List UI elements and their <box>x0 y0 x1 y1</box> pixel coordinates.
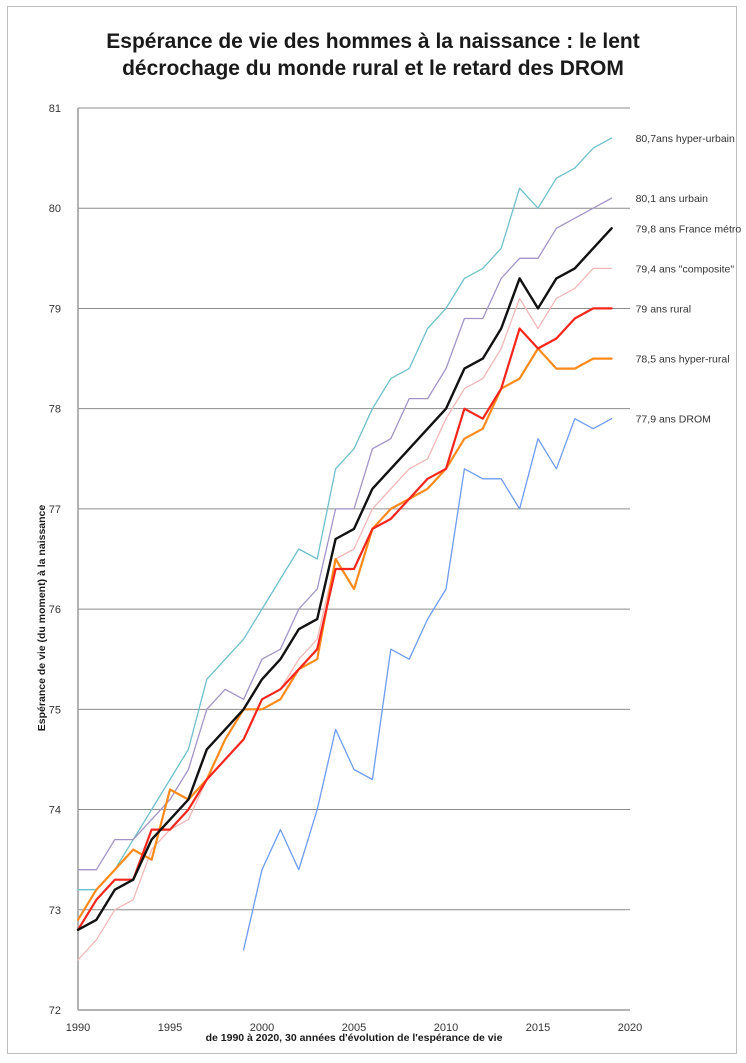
x-tick-2005: 2005 <box>342 1022 366 1034</box>
series-line-hyper-rural <box>76 347 613 921</box>
series-line-hyper-urbain <box>77 137 613 891</box>
chart-title-line-2: décrochage du monde rural et le retard d… <box>122 57 624 80</box>
x-tick-2015: 2015 <box>526 1022 550 1034</box>
y-tick-labels: 72 73 74 75 76 77 78 79 80 81 <box>49 103 61 1017</box>
y-tick-79: 79 <box>49 303 61 315</box>
series-label-france-m-tro: 79,8 ans France métro <box>636 223 742 235</box>
x-tick-2000: 2000 <box>250 1022 274 1034</box>
series-line-composite <box>77 267 613 961</box>
x-tick-1990: 1990 <box>66 1022 90 1034</box>
series-line-drom <box>242 418 613 951</box>
series-label-rural: 79 ans rural <box>636 303 691 315</box>
y-tick-80: 80 <box>49 203 61 215</box>
y-tick-75: 75 <box>49 704 61 716</box>
x-axis-title: de 1990 à 2020, 30 années d'évolution de… <box>206 1032 503 1044</box>
series-label-composite: 79,4 ans "composite" <box>636 263 735 275</box>
series-label-hyper-rural: 78,5 ans hyper-rural <box>636 354 730 366</box>
chart-title-line-1: Espérance de vie des hommes à la naissan… <box>106 30 640 53</box>
x-tick-2010: 2010 <box>434 1022 458 1034</box>
y-tick-74: 74 <box>49 805 61 817</box>
x-tick-labels: 1990 1995 2000 2005 2010 2015 2020 <box>66 1022 642 1034</box>
y-tick-81: 81 <box>49 103 61 115</box>
series-label-hyper-urbain: 80,7ans hyper-urbain <box>636 133 735 145</box>
y-tick-78: 78 <box>49 404 61 416</box>
chart-title: Espérance de vie des hommes à la naissan… <box>0 28 746 82</box>
gridlines <box>78 107 630 911</box>
y-tick-76: 76 <box>49 604 61 616</box>
y-tick-72: 72 <box>49 1005 61 1017</box>
series-line-france-m-tro <box>76 227 613 931</box>
series-label-drom: 77,9 ans DROM <box>636 414 711 426</box>
series-lines <box>76 137 613 961</box>
series-labels: 80,7ans hyper-urbain 80,1 ans urbain 79,4 … <box>636 133 742 426</box>
x-tick-2020: 2020 <box>618 1022 642 1034</box>
y-tick-77: 77 <box>49 504 61 516</box>
x-tick-1995: 1995 <box>158 1022 182 1034</box>
series-line-rural <box>76 307 613 931</box>
y-axis-title: Espérance de vie (du moment) à la naissa… <box>36 505 48 732</box>
series-label-urbain: 80,1 ans urbain <box>636 193 709 205</box>
axes <box>77 108 630 1011</box>
y-tick-73: 73 <box>49 905 61 917</box>
